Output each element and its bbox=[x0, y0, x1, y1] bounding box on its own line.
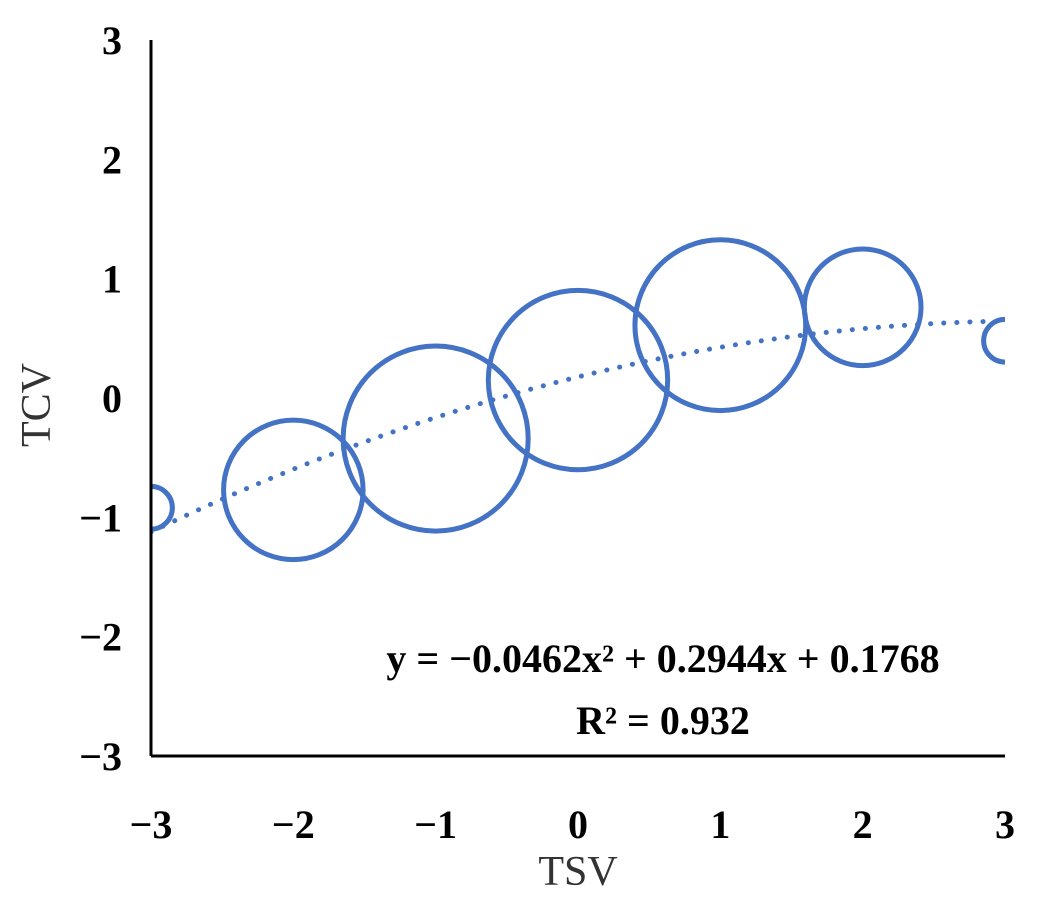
y-tick-labels: 3 2 1 0 −1 −2 −3 bbox=[79, 18, 122, 779]
y-tick-label: 1 bbox=[102, 257, 122, 302]
y-tick-label: −1 bbox=[79, 495, 122, 540]
x-tick-label: −2 bbox=[272, 802, 315, 847]
y-tick-label: 2 bbox=[102, 137, 122, 182]
y-tick-label: −2 bbox=[79, 615, 122, 660]
x-tick-label: −1 bbox=[414, 802, 457, 847]
x-tick-label: 0 bbox=[568, 802, 588, 847]
x-tick-label: 3 bbox=[995, 802, 1015, 847]
y-tick-label: −3 bbox=[79, 734, 122, 779]
y-tick-label: 3 bbox=[102, 18, 122, 63]
bubble-layer bbox=[151, 237, 1005, 563]
trendline bbox=[151, 318, 1005, 535]
y-axis-title: TCV bbox=[14, 363, 60, 447]
bubble-point bbox=[632, 237, 809, 414]
x-tick-label: 1 bbox=[710, 802, 730, 847]
trendline-layer bbox=[151, 318, 1005, 535]
bubble-point bbox=[801, 246, 924, 369]
r-squared-label: R² = 0.932 bbox=[576, 698, 750, 743]
bubble-point bbox=[340, 343, 531, 534]
x-tick-label: −3 bbox=[130, 802, 173, 847]
bubble-point bbox=[151, 483, 175, 532]
x-tick-label: 2 bbox=[853, 802, 873, 847]
trendline-equation: y = −0.0462x² + 0.2944x + 0.1768 bbox=[386, 636, 939, 681]
x-tick-labels: −3 −2 −1 0 1 2 3 bbox=[130, 802, 1015, 847]
bubble-point bbox=[981, 316, 1005, 365]
y-tick-label: 0 bbox=[102, 376, 122, 421]
bubble-point bbox=[221, 417, 366, 563]
x-axis-title: TSV bbox=[538, 849, 617, 895]
axes bbox=[149, 40, 1005, 758]
bubble-point bbox=[485, 287, 671, 473]
